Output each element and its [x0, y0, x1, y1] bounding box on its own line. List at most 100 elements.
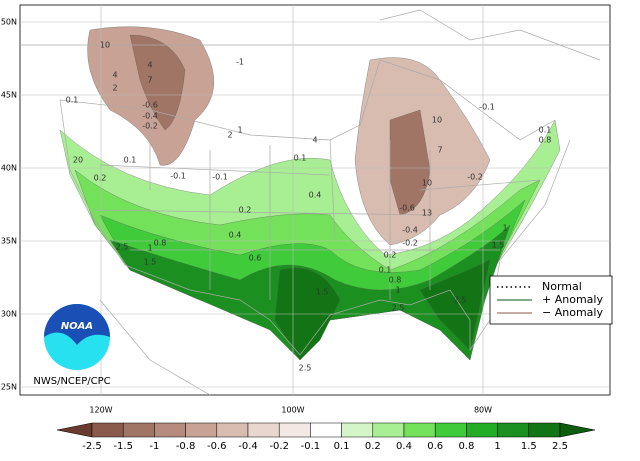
colorbar-cell	[91, 422, 124, 438]
colorbar-cell	[528, 422, 561, 438]
contour-label: 4	[112, 71, 117, 80]
contour-label: 2.5	[116, 243, 129, 252]
contour-label: 10	[100, 41, 110, 50]
contour-label: 0.4	[229, 231, 242, 240]
colorbar-cell	[185, 422, 218, 438]
colorbar-cell	[122, 422, 155, 438]
logo-text: NOAA	[61, 321, 93, 332]
legend-label: + Anomaly	[542, 293, 603, 306]
axis-labels: 50N 45N 40N 35N 30N 25N 120W 100W 80W	[1, 18, 492, 415]
colorbar: -2.5 -1.5 -1 -0.8 -0.6 -0.4 -0.2 -0.1 0.1 0.2 0.4 0…	[56, 422, 596, 452]
contour-label: 2.5	[454, 296, 467, 305]
contour-labels: 104742-0.6-0.4-0.2-120.1-0.1200.20.1-0.1…	[66, 41, 552, 373]
credit: NWS/NCEP/CPC	[33, 376, 110, 387]
contour-label: 1	[395, 286, 400, 295]
colorbar-tick-label: 0.8	[458, 441, 474, 452]
contour-label: -1	[236, 58, 244, 67]
contour-label: -0.6	[399, 204, 415, 213]
colorbar-cell	[466, 422, 498, 438]
contour-label: 0.8	[389, 276, 402, 285]
contour-label: 7	[147, 76, 152, 85]
lat-label: 35N	[1, 237, 17, 246]
contour-label: 1.5	[492, 241, 505, 250]
colorbar-tick-label: -1.5	[113, 441, 133, 452]
contour-label: 0.1	[379, 266, 392, 275]
colorbar-cell	[559, 422, 596, 438]
colorbar-tick-label: -0.2	[269, 441, 289, 452]
contour-label: 7	[437, 146, 442, 155]
lat-label: 25N	[1, 383, 17, 392]
contour-label: 10	[432, 116, 442, 125]
colorbar-tick-label: -0.1	[301, 441, 321, 452]
legend: Normal + Anomaly − Anomaly	[489, 275, 613, 325]
legend-label: Normal	[542, 280, 582, 293]
contour-label: 0.8	[154, 239, 167, 248]
contour-label: 4	[312, 136, 317, 145]
contour-label: 2.5	[299, 364, 312, 373]
colorbar-cell	[216, 422, 249, 438]
contour-label: -0.6	[142, 101, 158, 110]
legend-label: − Anomaly	[542, 306, 603, 319]
contour-label: 2	[112, 84, 117, 93]
anomaly-region	[129, 34, 186, 131]
contour-label: 0.2	[94, 174, 107, 183]
colorbar-tick-label: 0.6	[427, 441, 443, 452]
contour-label: -0.2	[402, 239, 418, 248]
colorbar-cell	[497, 422, 530, 438]
colorbar-tick-label: -0.4	[238, 441, 258, 452]
colorbar-cell	[310, 422, 342, 438]
colorbar-cell	[434, 422, 467, 438]
contour-label: 1.5	[144, 258, 157, 267]
contour-label: -0.4	[402, 226, 418, 235]
contour-label: 13	[422, 209, 432, 218]
contour-label: 0.1	[294, 154, 307, 163]
colorbar-tick-label: 2.5	[552, 441, 568, 452]
colorbar-cell	[403, 422, 436, 438]
contour-label: 0.2	[384, 251, 397, 260]
colorbar-tick-label: -1	[149, 441, 159, 452]
colorbar-tick-label: 0.1	[334, 441, 350, 452]
contour-label: 10	[422, 179, 432, 188]
colorbar-cell	[278, 422, 311, 438]
lat-label: 40N	[1, 164, 17, 173]
colorbar-tick-label: -0.8	[176, 441, 196, 452]
contour-label: 4	[147, 61, 152, 70]
colorbar-cell	[154, 422, 186, 438]
logo-sky	[44, 304, 110, 345]
contour-label: -0.1	[212, 173, 228, 182]
contour-label: 20	[73, 156, 83, 165]
contour-label: 0.8	[539, 136, 552, 145]
lat-label: 30N	[1, 310, 17, 319]
graticule	[20, 5, 610, 395]
lon-label: 100W	[281, 406, 304, 415]
contour-label: 2.5	[392, 304, 405, 313]
anomaly-fields	[59, 26, 561, 361]
contour-label: 2	[227, 131, 232, 140]
colorbar-tick-label: 0.4	[396, 441, 412, 452]
lat-label: 50N	[1, 18, 17, 27]
contour-label: -0.4	[142, 112, 158, 121]
contour-label: 1	[502, 224, 507, 233]
colorbar-tick-label: 1.5	[521, 441, 537, 452]
colorbar-cell	[341, 422, 374, 438]
logo: NOAA	[44, 304, 110, 370]
colorbar-tick-label: -2.5	[82, 441, 102, 452]
contour-label: -0.1	[170, 172, 186, 181]
contour-label: -0.2	[142, 122, 158, 131]
contour-label: 1	[237, 126, 242, 135]
lon-label: 80W	[474, 406, 492, 415]
contour-label: -0.1	[479, 103, 495, 112]
lat-label: 45N	[1, 91, 17, 100]
contour-label: 0.4	[309, 191, 322, 200]
contour-label: 0.6	[249, 254, 262, 263]
contour-label: 0.2	[239, 206, 252, 215]
lon-label: 120W	[89, 406, 112, 415]
contour-label: 0.1	[539, 126, 552, 135]
contour-label: 0.1	[124, 156, 137, 165]
colorbar-tick-label: 1	[494, 441, 500, 452]
colorbar-cell	[247, 422, 280, 438]
contour-label: 0.1	[66, 96, 79, 105]
colorbar-cell	[372, 422, 405, 438]
contour-label: 1	[147, 244, 152, 253]
